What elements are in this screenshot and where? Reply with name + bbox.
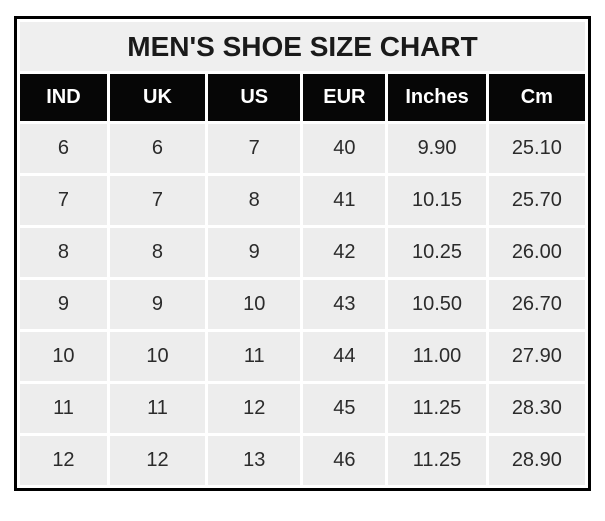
table-cell: 42	[303, 228, 386, 277]
column-header-eur: EUR	[303, 74, 386, 121]
table-cell: 12	[20, 436, 107, 485]
column-header-us: US	[208, 74, 301, 121]
table-row: 6 6 7 40 9.90 25.10	[20, 124, 585, 173]
table-cell: 28.30	[488, 384, 585, 433]
header-row: IND UK US EUR Inches Cm	[20, 74, 585, 121]
table-cell: 40	[303, 124, 386, 173]
table-cell: 10	[208, 280, 301, 329]
table-cell: 9.90	[388, 124, 486, 173]
table-cell: 28.90	[488, 436, 585, 485]
table-cell: 10	[109, 332, 206, 381]
table-row: 7 7 8 41 10.15 25.70	[20, 176, 585, 225]
table-body: 6 6 7 40 9.90 25.10 7 7 8 41 10.15 25.70 8 8 9 42 10.25 2…	[20, 124, 585, 485]
table-cell: 43	[303, 280, 386, 329]
table-cell: 6	[20, 124, 107, 173]
table-cell: 9	[208, 228, 301, 277]
table-cell: 26.70	[488, 280, 585, 329]
table-cell: 25.10	[488, 124, 585, 173]
table-cell: 12	[109, 436, 206, 485]
column-header-cm: Cm	[488, 74, 585, 121]
table-cell: 11.25	[388, 436, 486, 485]
table-cell: 9	[109, 280, 206, 329]
table-cell: 6	[109, 124, 206, 173]
table-cell: 11	[109, 384, 206, 433]
table-cell: 45	[303, 384, 386, 433]
table-cell: 44	[303, 332, 386, 381]
table-cell: 11	[20, 384, 107, 433]
column-header-uk: UK	[109, 74, 206, 121]
table-cell: 41	[303, 176, 386, 225]
table-cell: 8	[208, 176, 301, 225]
table-cell: 11.00	[388, 332, 486, 381]
chart-title: MEN'S SHOE SIZE CHART	[20, 22, 585, 71]
table-cell: 46	[303, 436, 386, 485]
table-cell: 10	[20, 332, 107, 381]
table-cell: 7	[109, 176, 206, 225]
table-cell: 7	[20, 176, 107, 225]
table-cell: 10.15	[388, 176, 486, 225]
size-table: MEN'S SHOE SIZE CHART IND UK US EUR Inches Cm…	[14, 16, 591, 491]
table-cell: 10.25	[388, 228, 486, 277]
table-cell: 25.70	[488, 176, 585, 225]
table-cell: 11.25	[388, 384, 486, 433]
table-cell: 27.90	[488, 332, 585, 381]
shoe-size-chart: MEN'S SHOE SIZE CHART IND UK US EUR Inches Cm…	[14, 16, 591, 491]
table-cell: 7	[208, 124, 301, 173]
column-header-ind: IND	[20, 74, 107, 121]
table-row: 8 8 9 42 10.25 26.00	[20, 228, 585, 277]
column-header-inches: Inches	[388, 74, 486, 121]
table-row: 11 11 12 45 11.25 28.30	[20, 384, 585, 433]
table-cell: 11	[208, 332, 301, 381]
table-cell: 12	[208, 384, 301, 433]
title-row: MEN'S SHOE SIZE CHART	[20, 22, 585, 71]
table-cell: 8	[109, 228, 206, 277]
table-cell: 26.00	[488, 228, 585, 277]
table-row: 12 12 13 46 11.25 28.90	[20, 436, 585, 485]
table-cell: 9	[20, 280, 107, 329]
table-cell: 13	[208, 436, 301, 485]
table-cell: 8	[20, 228, 107, 277]
table-row: 10 10 11 44 11.00 27.90	[20, 332, 585, 381]
table-row: 9 9 10 43 10.50 26.70	[20, 280, 585, 329]
table-cell: 10.50	[388, 280, 486, 329]
